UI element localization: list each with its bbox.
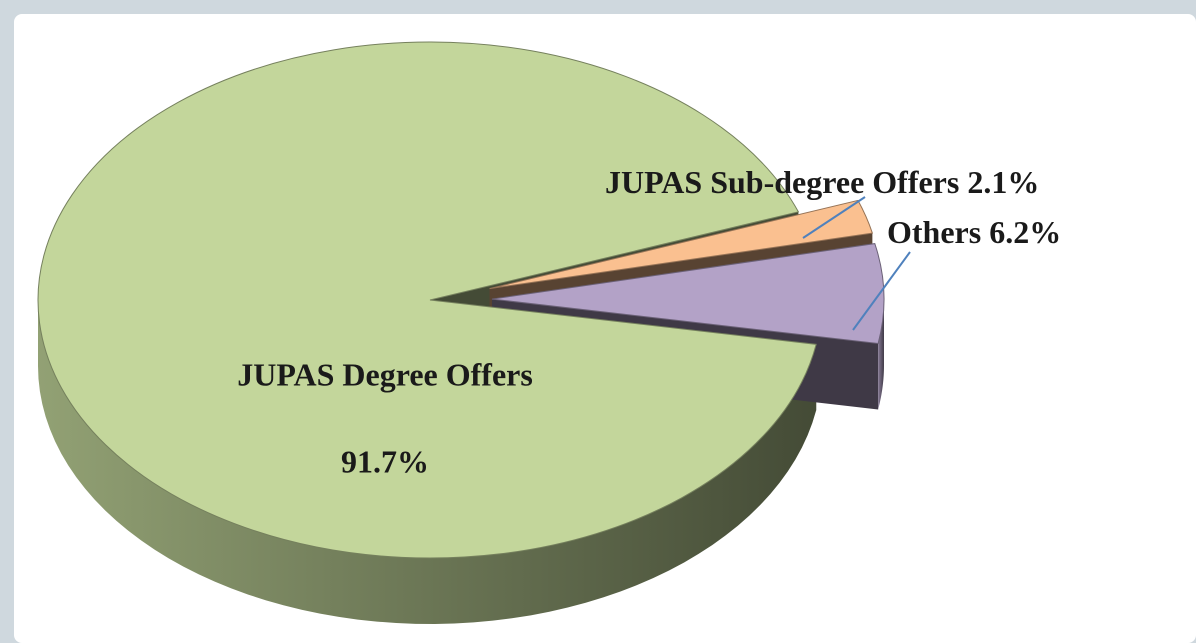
pie-slice — [489, 199, 874, 290]
category-label: Others — [887, 214, 981, 250]
category-label: JUPAS Sub-degree Offers — [605, 164, 959, 200]
labels: JUPAS Sub-degree Offers 2.1% Others 6.2%… — [237, 164, 1061, 479]
value-label: 91.7% — [341, 443, 429, 479]
slice-label: JUPAS Sub-degree Offers 2.1% — [605, 164, 1039, 200]
value-label: 2.1% — [967, 164, 1039, 200]
pie — [37, 41, 885, 624]
slice-label: Others 6.2% — [887, 214, 1061, 250]
leader-line — [852, 251, 911, 331]
value-label: 6.2% — [989, 214, 1061, 250]
category-label: JUPAS Degree Offers — [237, 356, 533, 392]
slice-side — [38, 300, 817, 624]
leader-line — [802, 196, 866, 239]
pie-slice — [37, 41, 817, 559]
pie-slice — [491, 243, 885, 345]
slice-side — [878, 299, 884, 410]
